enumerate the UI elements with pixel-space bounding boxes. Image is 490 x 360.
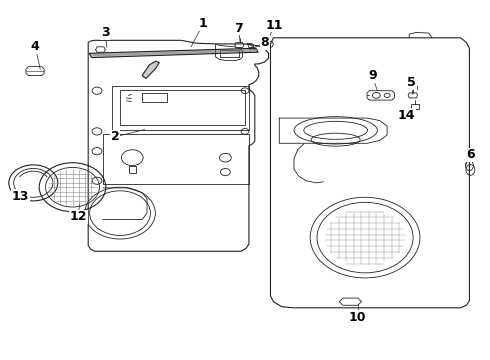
- Polygon shape: [142, 61, 159, 78]
- Text: 5: 5: [407, 76, 416, 89]
- Text: 8: 8: [260, 36, 269, 49]
- Text: 6: 6: [466, 148, 475, 161]
- Text: 4: 4: [31, 40, 40, 53]
- Text: 9: 9: [368, 69, 377, 82]
- Text: 7: 7: [234, 22, 243, 35]
- Text: 2: 2: [111, 130, 120, 143]
- Polygon shape: [89, 48, 258, 58]
- Text: 12: 12: [70, 210, 87, 223]
- Text: 14: 14: [398, 109, 416, 122]
- Text: 11: 11: [266, 19, 283, 32]
- Text: 3: 3: [101, 26, 110, 39]
- Text: 13: 13: [12, 190, 29, 203]
- Text: 10: 10: [349, 311, 367, 324]
- Text: 1: 1: [199, 17, 208, 30]
